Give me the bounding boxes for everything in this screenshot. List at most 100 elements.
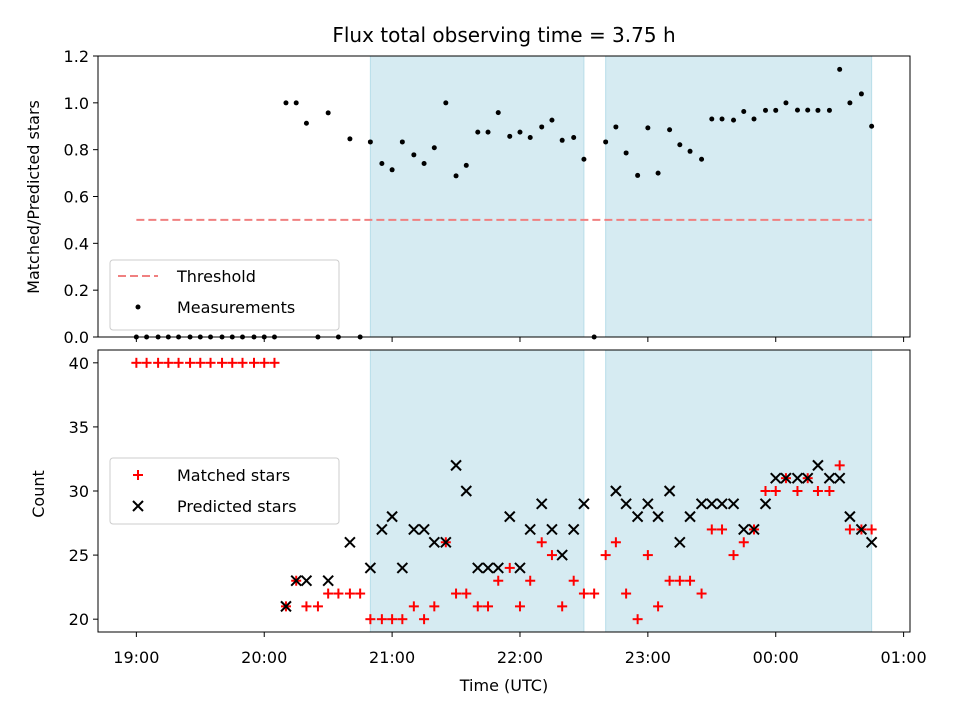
- predicted-star-marker: [386, 510, 398, 523]
- predicted-star-marker: [855, 523, 868, 536]
- matched-star-marker: [610, 537, 621, 548]
- measurement-point: [731, 117, 737, 123]
- matched-star-marker: [546, 550, 557, 561]
- measurement-point: [495, 110, 501, 116]
- matched-star-marker: [205, 357, 216, 368]
- measurement-point: [763, 107, 769, 113]
- matched-legend-label: Matched stars: [177, 466, 290, 485]
- matched-star-marker: [312, 601, 323, 612]
- measurement-point: [623, 150, 629, 156]
- bottom-legend: Matched stars Predicted stars: [109, 457, 340, 525]
- matched-star-marker: [451, 588, 462, 599]
- matched-star-marker: [323, 588, 334, 599]
- top-y-tick-label: 0.0: [64, 328, 89, 347]
- matched-star-marker: [237, 357, 248, 368]
- x-tick-label: 20:00: [241, 648, 287, 667]
- measurement-point: [858, 91, 864, 97]
- predicted-star-marker: [322, 575, 334, 587]
- measurement-point: [475, 129, 481, 135]
- matched-star-marker: [525, 575, 536, 586]
- measurement-point: [826, 107, 832, 113]
- bottom-y-axis-label: Count: [29, 470, 48, 518]
- predicted-legend-label: Predicted stars: [177, 497, 297, 516]
- predicted-star-marker: [567, 523, 580, 536]
- predicted-star-marker: [376, 523, 388, 536]
- matched-star-marker: [621, 588, 632, 599]
- measurement-point: [303, 120, 309, 126]
- matched-star-marker: [844, 524, 855, 535]
- top-observing-span: [369, 55, 585, 338]
- matched-star-marker: [664, 575, 675, 586]
- matched-star-marker: [493, 575, 504, 586]
- predicted-star-marker: [364, 562, 377, 574]
- matched-star-marker: [866, 524, 877, 535]
- measurement-point: [655, 170, 661, 176]
- matched-star-marker: [131, 357, 142, 368]
- predicted-legend-marker: [132, 500, 144, 512]
- top-observing-spans: [369, 55, 873, 338]
- predicted-star-marker: [492, 562, 504, 574]
- top-y-tick-label: 1.2: [64, 47, 89, 66]
- top-legend-box: [109, 259, 340, 331]
- bottom-legend-box: [109, 457, 340, 525]
- predicted-star-marker: [663, 485, 676, 497]
- measurement-point: [367, 139, 373, 145]
- measurement-point: [571, 134, 577, 140]
- measurement-point: [453, 173, 459, 179]
- predicted-star-marker: [684, 510, 696, 523]
- predicted-star-marker: [290, 575, 302, 587]
- measurement-point: [293, 100, 299, 106]
- measurement-point: [463, 162, 469, 168]
- bottom-y-tick-label: 30: [69, 482, 89, 501]
- predicted-star-marker: [344, 536, 356, 548]
- measurement-point: [347, 136, 353, 142]
- measurement-point: [741, 108, 747, 114]
- measurement-point: [837, 66, 843, 72]
- matched-star-marker: [397, 614, 408, 625]
- x-tick-label: 22:00: [497, 648, 543, 667]
- predicted-star-marker: [759, 498, 772, 510]
- top-panel: 0.0 0.2 0.4 0.6 0.8 1.0 1.2 Flux total observi…: [24, 23, 911, 347]
- top-y-tick-label: 0.4: [64, 234, 89, 253]
- measurements-legend-marker: [135, 304, 141, 310]
- measurement-point: [549, 117, 555, 123]
- measurement-point: [325, 110, 331, 116]
- matched-star-marker: [483, 601, 494, 612]
- bottom-y-tick-label: 25: [69, 546, 89, 565]
- measurement-point: [635, 172, 641, 178]
- predicted-star-marker: [748, 523, 760, 536]
- top-legend: Threshold Measurements: [109, 259, 340, 331]
- x-tick-label: 19:00: [113, 648, 159, 667]
- bottom-plot-area: [131, 357, 878, 625]
- matched-star-marker: [738, 537, 749, 548]
- matched-star-marker: [706, 524, 717, 535]
- measurement-point: [805, 107, 811, 113]
- matched-star-marker: [355, 588, 366, 599]
- predicted-star-marker: [556, 549, 568, 561]
- measurement-point: [581, 156, 587, 162]
- measurement-point: [709, 116, 715, 122]
- measurements-legend-label: Measurements: [177, 298, 295, 317]
- predicted-star-marker: [642, 498, 654, 510]
- predicted-star-marker: [546, 523, 558, 536]
- top-x-ticks: [135, 337, 905, 342]
- predicted-star-marker: [418, 523, 430, 536]
- measurement-point: [613, 124, 619, 130]
- predicted-star-marker: [578, 498, 590, 510]
- matched-star-marker: [632, 614, 643, 625]
- bottom-y-ticks: 20 25 30 35 40: [69, 354, 98, 629]
- matched-star-marker: [217, 357, 228, 368]
- matched-star-marker: [578, 588, 589, 599]
- matched-legend-marker: [133, 470, 143, 480]
- predicted-star-marker: [791, 472, 804, 484]
- matched-star-marker: [185, 357, 196, 368]
- matched-star-marker: [429, 601, 440, 612]
- matched-star-marker: [514, 601, 525, 612]
- predicted-star-marker: [514, 562, 526, 574]
- bottom-y-tick-label: 20: [69, 610, 89, 629]
- matched-star-marker: [568, 575, 579, 586]
- measurement-point: [645, 125, 651, 131]
- matched-star-marker: [685, 575, 696, 586]
- matched-star-marker: [153, 357, 164, 368]
